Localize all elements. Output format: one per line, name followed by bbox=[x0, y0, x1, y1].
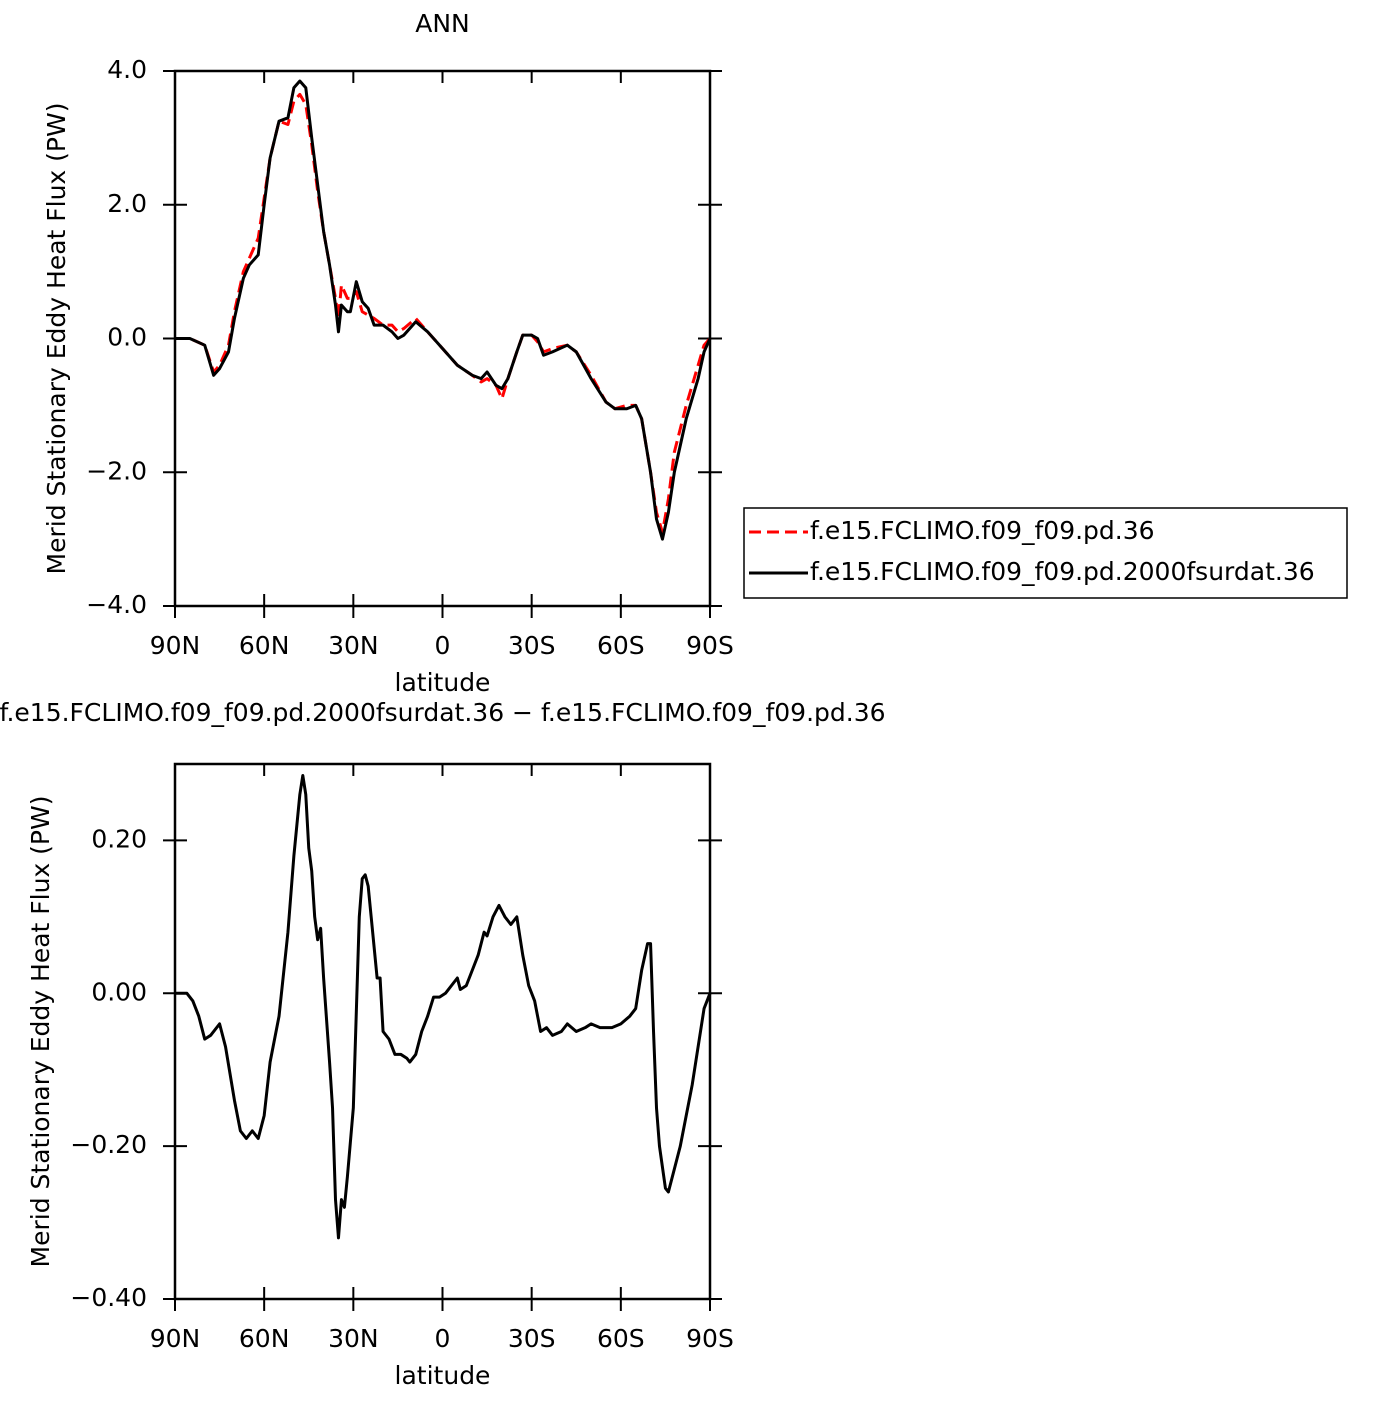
x-tick-label: 90N bbox=[150, 1324, 201, 1353]
y-tick-label: −0.20 bbox=[70, 1130, 147, 1159]
x-tick-label: 0 bbox=[435, 631, 451, 660]
y-tick-label: −2.0 bbox=[86, 456, 147, 485]
y-tick-label: 4.0 bbox=[107, 55, 147, 84]
y-tick-label: −4.0 bbox=[86, 590, 147, 619]
y-tick-label: 0.20 bbox=[91, 824, 147, 853]
x-axis-label: latitude bbox=[395, 1361, 491, 1390]
x-tick-label: 90S bbox=[686, 631, 734, 660]
y-tick-label: 0.0 bbox=[107, 323, 147, 352]
x-tick-label: 30N bbox=[328, 1324, 379, 1353]
x-tick-label: 90S bbox=[686, 1324, 734, 1353]
legend-label: f.e15.FCLIMO.f09_f09.pd.36 bbox=[810, 516, 1155, 545]
y-axis-label: Merid Stationary Eddy Heat Flux (PW) bbox=[42, 103, 71, 575]
x-tick-label: 30S bbox=[508, 1324, 556, 1353]
x-tick-label: 30N bbox=[328, 631, 379, 660]
legend-label: f.e15.FCLIMO.f09_f09.pd.2000fsurdat.36 bbox=[810, 557, 1315, 586]
x-tick-label: 0 bbox=[435, 1324, 451, 1353]
plot-frame bbox=[173, 69, 712, 608]
y-tick-label: 2.0 bbox=[107, 189, 147, 218]
y-tick-label: 0.00 bbox=[91, 977, 147, 1006]
y-tick-label: −0.40 bbox=[70, 1283, 147, 1312]
x-tick-label: 30S bbox=[508, 631, 556, 660]
y-axis-label: Merid Stationary Eddy Heat Flux (PW) bbox=[26, 796, 55, 1268]
x-tick-label: 60S bbox=[597, 1324, 645, 1353]
x-axis-label: latitude bbox=[395, 668, 491, 697]
data-line bbox=[175, 92, 712, 534]
chart-title: f.e15.FCLIMO.f09_f09.pd.2000fsurdat.36 −… bbox=[0, 698, 886, 727]
x-tick-label: 60S bbox=[597, 631, 645, 660]
plot-frame bbox=[173, 762, 712, 1301]
data-line bbox=[175, 79, 712, 541]
legend-box bbox=[743, 507, 1348, 599]
data-line bbox=[175, 773, 712, 1240]
chart-title: ANN bbox=[415, 9, 470, 38]
x-tick-label: 60N bbox=[239, 631, 290, 660]
x-tick-label: 90N bbox=[150, 631, 201, 660]
x-tick-label: 60N bbox=[239, 1324, 290, 1353]
